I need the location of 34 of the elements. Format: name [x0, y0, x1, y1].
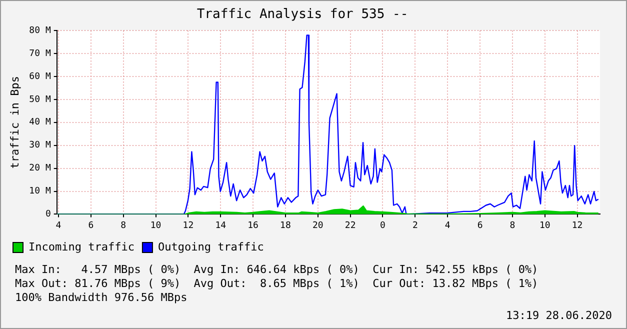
- y-tick-label: 50 M: [29, 94, 52, 105]
- y-tick-label: 40 M: [29, 118, 52, 128]
- x-tick-label: 14: [215, 220, 226, 231]
- text: Max In: 4.57 MBps ( 0%) Avg In: 646.64 kBps ( 0%) Cur In: 542.55 kBps ( 0%): [15, 263, 540, 277]
- x-tick-label: 20: [312, 220, 324, 231]
- legend-label: Outgoing traffic: [158, 240, 264, 254]
- legend-label: Incoming traffic: [28, 240, 134, 254]
- x-tick-label: 4: [444, 220, 450, 231]
- x-tick-label: 10: [539, 220, 550, 231]
- x-tick-label: 6: [88, 220, 94, 231]
- chart-title: Traffic Analysis for 535 --: [196, 7, 408, 22]
- text: 100% Bandwidth 976.56 MBps: [15, 291, 188, 305]
- y-tick-label: 60 M: [29, 72, 52, 82]
- x-tick-label: 18: [280, 220, 291, 231]
- x-tick-label: 8: [120, 220, 126, 231]
- y-tick-label: 30 M: [29, 140, 52, 151]
- y-tick-label: 10 M: [29, 186, 52, 197]
- x-tick-label: 4: [56, 220, 62, 231]
- x-tick-label: 6: [477, 220, 483, 231]
- x-tick-label: 16: [248, 220, 258, 231]
- text: Max Out: 81.76 MBps ( 9%) Avg Out: 8.65 MBps ( 1%) Cur Out: 13.82 MBps ( 1%): [15, 277, 540, 291]
- text: 13:19 28.06.2020: [505, 309, 613, 323]
- y-tick-label: 0: [45, 210, 51, 220]
- y-axis-title: traffic in Bps: [8, 76, 22, 169]
- y-tick-label: 80 M: [29, 26, 52, 36]
- x-tick-label: 0: [380, 220, 386, 231]
- x-tick-label: 12: [572, 220, 583, 231]
- x-tick-label: 8: [510, 220, 516, 231]
- x-tick-label: 12: [182, 220, 194, 231]
- y-tick-label: 70 M: [29, 48, 52, 59]
- x-tick-label: 2: [412, 220, 418, 231]
- y-tick-label: 20 M: [29, 164, 52, 174]
- x-tick-label: 10: [150, 220, 162, 231]
- x-tick-label: 22: [344, 220, 356, 231]
